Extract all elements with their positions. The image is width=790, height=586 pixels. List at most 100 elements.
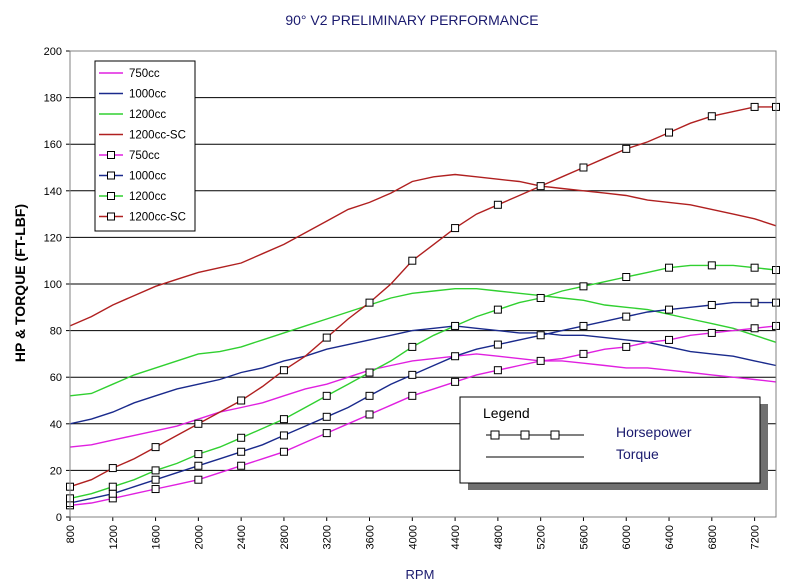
x-tick-label: 3200 [322,525,334,549]
y-axis-label: HP & TORQUE (FT-LBF) [12,204,28,362]
x-tick-label: 2400 [236,525,248,549]
horsepower-point [237,461,246,470]
y-tick-label: 0 [56,512,62,524]
horsepower-point [493,200,502,209]
legend-marker [107,151,115,159]
horsepower-point [750,298,759,307]
series-horsepower-1200cc-sc [66,102,780,491]
horsepower-point [579,349,588,358]
horsepower-point [194,450,203,459]
horsepower-point [194,461,203,470]
horsepower-point [322,333,331,342]
horsepower-point [279,431,288,440]
horsepower-point [665,128,674,137]
horsepower-point [665,335,674,344]
horsepower-point [408,256,417,265]
torque-line [69,173,777,327]
series-horsepower-1000cc [66,298,780,508]
legend-label: 1200cc-SC [129,212,186,224]
horsepower-point [365,298,374,307]
horsepower-point [408,391,417,400]
x-tick-label: 3600 [365,525,377,549]
horsepower-point [451,352,460,361]
x-tick-label: 2000 [193,525,205,549]
y-tick-label: 120 [44,232,62,244]
x-tick-label: 4400 [450,525,462,549]
horsepower-point [622,312,631,321]
horsepower-point [451,377,460,386]
horsepower-point [151,475,160,484]
y-tick-label: 20 [50,465,62,477]
legend-marker [107,212,115,221]
series-torque-1200cc-sc [69,173,777,327]
horsepower-point [194,475,203,484]
x-tick-label: 1600 [151,525,163,549]
horsepower-point [108,464,117,473]
marker-key-box [459,396,761,484]
horsepower-line [69,325,777,507]
horsepower-point [237,396,246,405]
y-tick-label: 200 [44,46,62,58]
horsepower-point [365,368,374,377]
horsepower-point [493,305,502,314]
horsepower-key-label: Horsepower [616,424,692,440]
horsepower-point [707,328,716,337]
horsepower-point [493,340,502,349]
x-tick-label: 7200 [750,525,762,549]
horsepower-point [279,415,288,424]
y-tick-label: 80 [50,326,62,338]
x-axis-label: RPM [406,567,435,582]
legend-entry: 750cc [99,150,160,162]
torque-line [69,288,777,397]
torque-key-label: Torque [616,446,659,462]
horsepower-point [536,356,545,365]
horsepower-point [322,412,331,421]
horsepower-point [622,273,631,282]
legend-label: 1200cc [129,191,166,203]
legend-box [94,60,196,232]
x-tick-label: 1200 [108,525,120,549]
horsepower-point [536,293,545,302]
x-tick-label: 6000 [621,525,633,549]
horsepower-point [622,144,631,153]
x-tick-label: 5600 [578,525,590,549]
horsepower-point [707,112,716,121]
x-tick-label: 800 [65,525,77,543]
x-tick-label: 4000 [407,525,419,549]
series-legend: 750cc 1000cc 1200cc 1200cc-SC 750cc 1000cc 120… [94,60,196,232]
horsepower-key-marker [550,430,560,440]
legend-label: 1000cc [129,171,166,183]
legend-entry: 1000cc [99,171,166,183]
legend-entry: 1200cc-SC [99,130,186,142]
horsepower-point [408,342,417,351]
y-tick-label: 160 [44,139,62,151]
series-torque-750cc [69,353,777,448]
horsepower-point [579,163,588,172]
horsepower-point [451,224,460,233]
horsepower-point [365,391,374,400]
legend-label: 750cc [129,68,160,80]
torque-line [69,353,777,448]
horsepower-point [622,342,631,351]
legend-entry: 1000cc [99,89,166,101]
y-tick-label: 60 [50,372,62,384]
horsepower-point [108,489,117,498]
horsepower-point [322,391,331,400]
horsepower-point [665,263,674,272]
horsepower-key-marker [490,430,500,440]
x-tick-label: 6800 [707,525,719,549]
horsepower-point [279,447,288,456]
horsepower-point [536,331,545,340]
y-tick-label: 180 [44,93,62,105]
horsepower-point [237,433,246,442]
marker-key-title: Legend [483,405,530,421]
horsepower-point [365,410,374,419]
horsepower-point [451,321,460,330]
legend-label: 1200cc [129,109,166,121]
horsepower-point [665,305,674,314]
horsepower-line [69,264,777,500]
horsepower-point [151,466,160,475]
horsepower-point [279,366,288,375]
y-ticks: 0 20 40 60 80 100 120 140 160 180 200 [44,46,70,524]
